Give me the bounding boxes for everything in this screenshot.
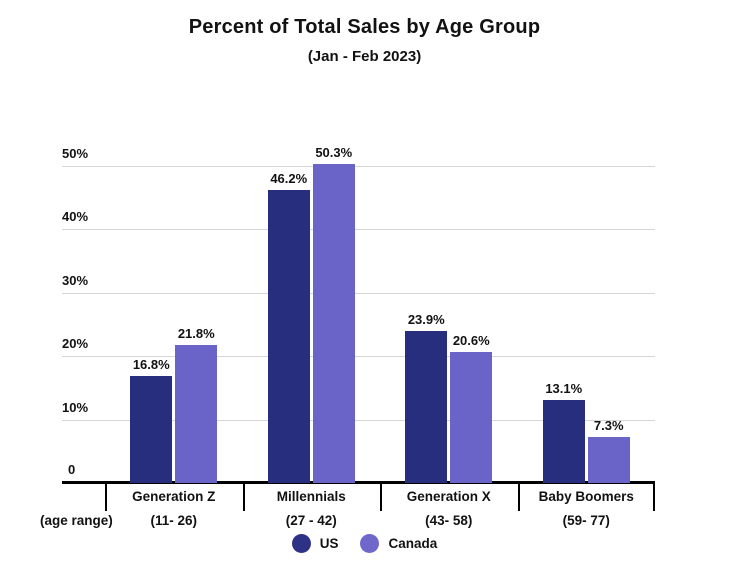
bar-us-generation-z <box>130 376 173 483</box>
x-category-label: Generation Z <box>132 489 216 504</box>
legend: US Canada <box>0 534 729 553</box>
chart-title: Percent of Total Sales by Age Group <box>188 16 541 38</box>
x-axis-tick <box>105 484 107 511</box>
bar-canada-millennials <box>312 164 355 483</box>
bar-value-label: 7.3% <box>593 417 624 433</box>
bar-value-label: 13.1% <box>545 380 583 396</box>
y-axis-tick-label: 30% <box>62 272 89 288</box>
legend-swatch-us <box>291 534 311 553</box>
gridline <box>62 166 655 167</box>
legend-label: US <box>319 536 339 551</box>
bar-value-label: 20.6% <box>452 333 490 349</box>
gridline <box>62 356 655 358</box>
bar-value-label: 46.2% <box>270 171 308 187</box>
legend-item-canada: Canada <box>360 534 437 553</box>
bar-canada-baby-boomers <box>587 436 630 483</box>
y-axis-tick-label: 20% <box>62 336 89 352</box>
gridline <box>62 229 655 231</box>
bar-value-label: 23.9% <box>407 312 445 328</box>
x-age-range-label: (27 - 42) <box>285 513 337 528</box>
x-axis-tick <box>517 484 520 511</box>
x-age-range-label: (43- 58) <box>425 513 473 528</box>
y-axis-tick-label: 0 <box>68 462 76 477</box>
plot-area <box>62 166 655 483</box>
x-category-label: Millennials <box>276 489 346 504</box>
y-axis-tick-label: 50% <box>62 146 89 161</box>
y-axis-tick-label: 40% <box>62 209 89 225</box>
bar-us-baby-boomers <box>542 399 585 483</box>
y-axis-tick-label: 10% <box>62 399 89 415</box>
legend-swatch-canada <box>360 534 380 553</box>
x-category-label: Baby Boomers <box>538 489 634 504</box>
x-age-range-label: (11- 26) <box>150 513 198 528</box>
age-range-note: (age range) <box>40 513 113 528</box>
bar-us-millennials <box>267 190 310 483</box>
x-category-label: Generation X <box>406 489 491 504</box>
gridline <box>62 292 655 294</box>
bar-canada-generation-x <box>450 352 493 483</box>
x-axis-line <box>62 481 655 484</box>
legend-label: Canada <box>388 536 438 551</box>
x-axis-tick <box>653 484 655 511</box>
x-axis-tick <box>380 484 382 511</box>
gridline <box>62 419 655 421</box>
bar-us-generation-x <box>405 331 448 483</box>
x-axis-tick <box>242 484 245 511</box>
chart-subtitle: (Jan - Feb 2023) <box>307 48 422 65</box>
bar-value-label: 21.8% <box>177 325 215 341</box>
legend-item-us: US <box>291 534 339 553</box>
bar-value-label: 50.3% <box>315 145 353 161</box>
bar-value-label: 16.8% <box>132 357 170 373</box>
bar-canada-generation-z <box>175 344 218 483</box>
x-age-range-label: (59- 77) <box>562 513 610 528</box>
